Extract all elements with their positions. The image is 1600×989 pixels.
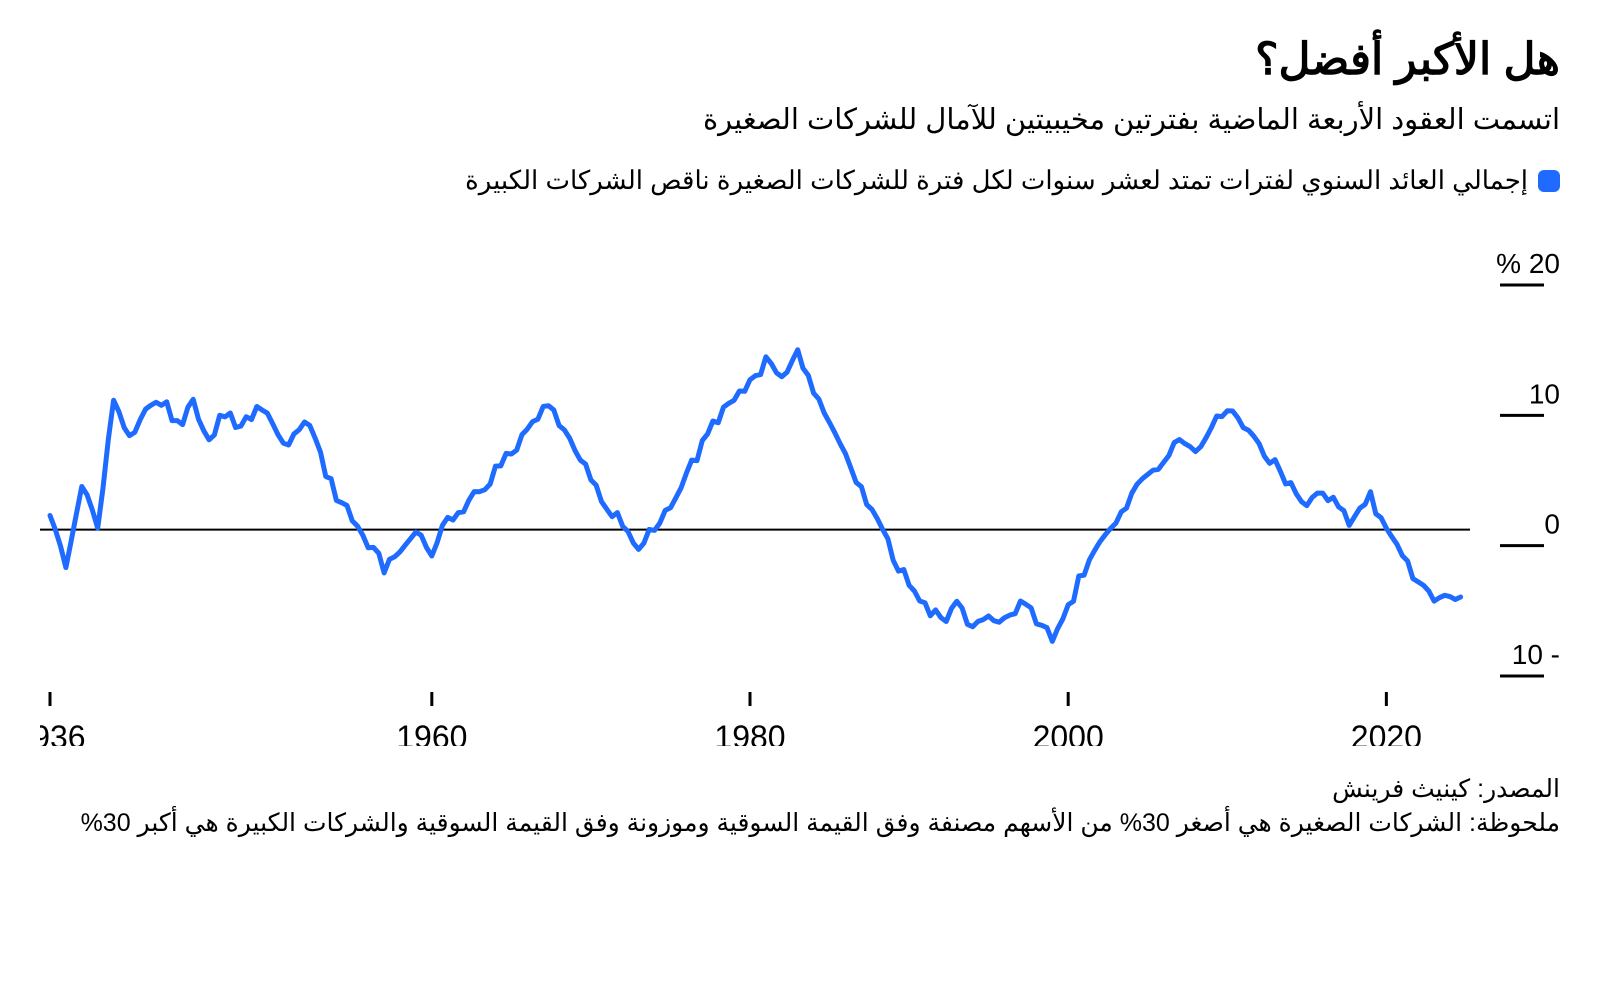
note-line: ملحوظة: الشركات الصغيرة هي أصغر 30% من ا… bbox=[40, 808, 1560, 838]
svg-text:0: 0 bbox=[1544, 509, 1560, 540]
legend-label: إجمالي العائد السنوي لفترات تمتد لعشر سن… bbox=[465, 165, 1528, 196]
svg-text:1980: 1980 bbox=[714, 719, 785, 746]
legend-swatch-icon bbox=[1538, 170, 1560, 192]
svg-text:2000: 2000 bbox=[1033, 719, 1104, 746]
svg-text:10: 10 bbox=[1529, 379, 1560, 410]
legend: إجمالي العائد السنوي لفترات تمتد لعشر سن… bbox=[40, 165, 1560, 196]
chart-container: هل الأكبر أفضل؟ اتسمت العقود الأربعة الم… bbox=[0, 0, 1600, 989]
svg-text:1936: 1936 bbox=[40, 719, 86, 746]
source-line: المصدر: كينيث فرينش bbox=[40, 774, 1560, 804]
chart-area: 10 - 0 10 % 20 1936 1960 1980 2000 2020 bbox=[40, 236, 1560, 746]
svg-text:2020: 2020 bbox=[1351, 719, 1422, 746]
svg-text:1960: 1960 bbox=[396, 719, 467, 746]
line-chart-svg: 10 - 0 10 % 20 1936 1960 1980 2000 2020 bbox=[40, 236, 1560, 746]
chart-subtitle: اتسمت العقود الأربعة الماضية بفترتين مخي… bbox=[40, 102, 1560, 137]
chart-title: هل الأكبر أفضل؟ bbox=[40, 36, 1560, 84]
svg-text:10 -: 10 - bbox=[1512, 639, 1560, 670]
svg-text:% 20: % 20 bbox=[1496, 248, 1560, 279]
chart-footer: المصدر: كينيث فرينش ملحوظة: الشركات الصغ… bbox=[40, 774, 1560, 838]
